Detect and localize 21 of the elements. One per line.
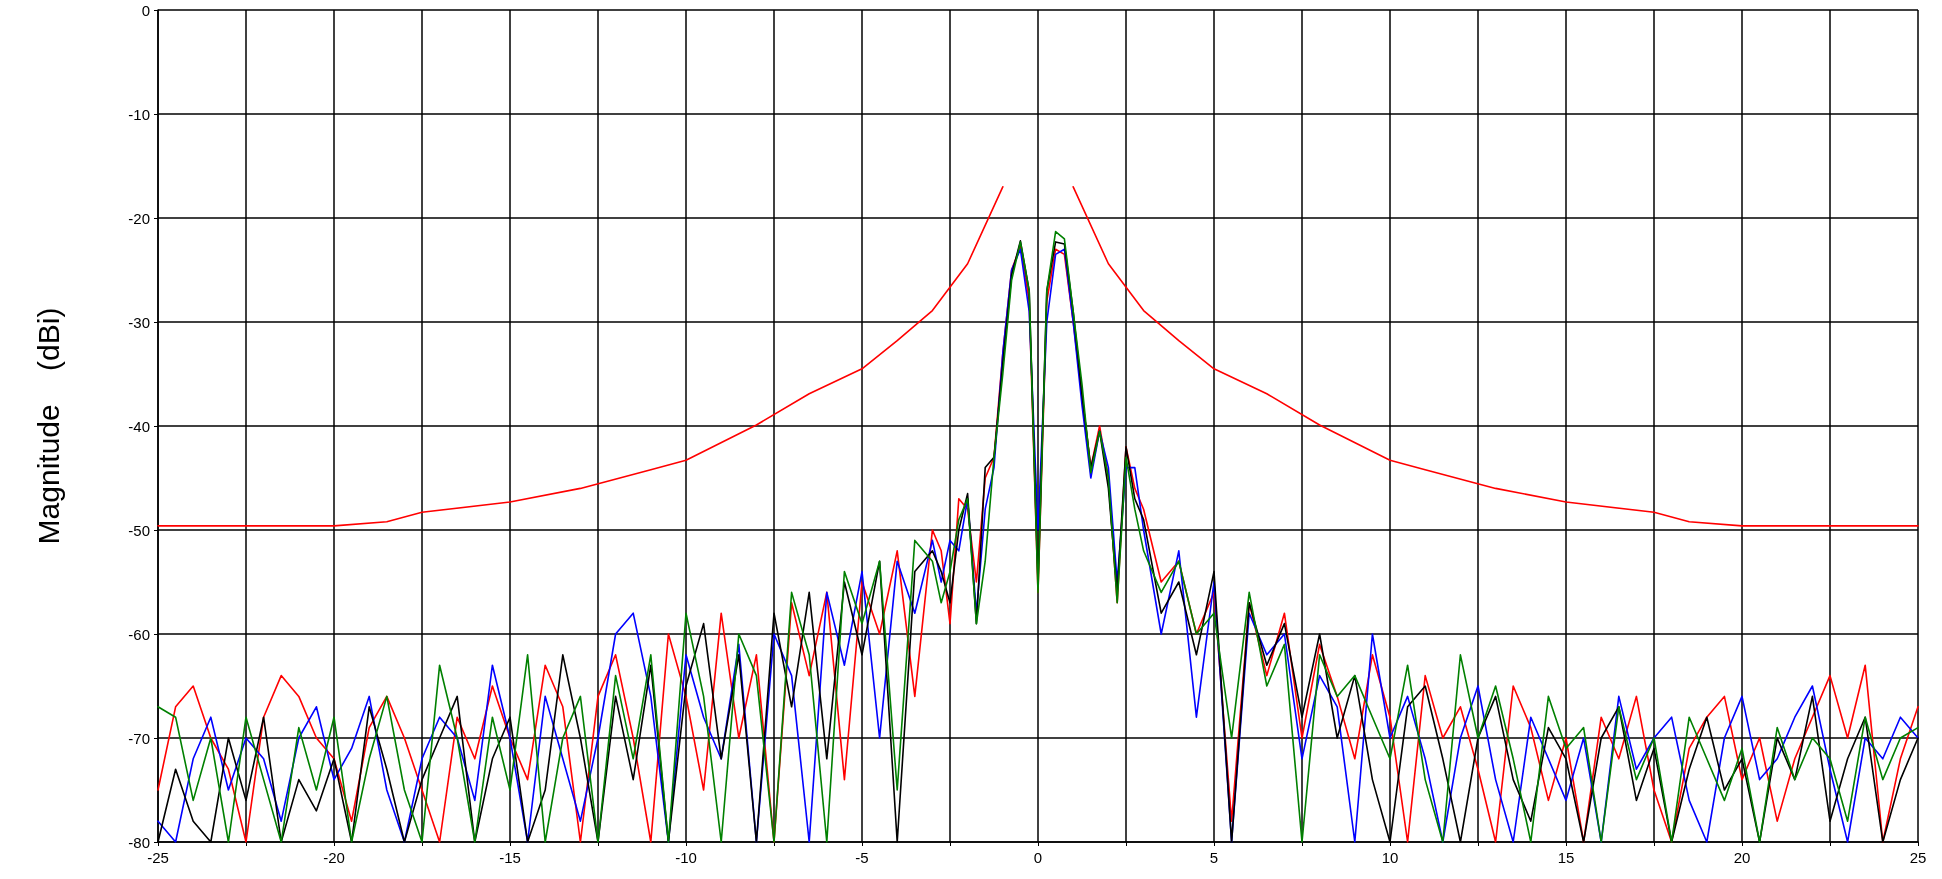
x-tick-label: 5 [1209, 849, 1219, 866]
y-tick-label: -40 [128, 417, 150, 435]
y-tick-label: -20 [128, 209, 150, 227]
x-tick-label: -5 [855, 849, 869, 866]
y-tick-label: -70 [128, 729, 150, 747]
y-tick-label: -80 [128, 833, 150, 851]
x-tick-label: 15 [1557, 849, 1575, 866]
x-tick-label: 0 [1033, 849, 1043, 866]
x-tick-label: 25 [1909, 849, 1927, 866]
x-tick-label: -25 [147, 849, 169, 866]
x-tick-label: -10 [675, 849, 697, 866]
y-tick-label: -10 [128, 105, 150, 123]
y-tick-label: -50 [128, 521, 150, 539]
y-tick-label: -60 [128, 625, 150, 643]
x-tick-label: -20 [323, 849, 345, 866]
y-tick-label: -30 [128, 313, 150, 331]
x-tick-label: 10 [1381, 849, 1399, 866]
x-tick-label: -15 [499, 849, 521, 866]
x-tick-label: 20 [1733, 849, 1751, 866]
y-axis-title: Magnitude (dBi) [31, 307, 65, 545]
y-tick-label: 0 [141, 1, 150, 19]
